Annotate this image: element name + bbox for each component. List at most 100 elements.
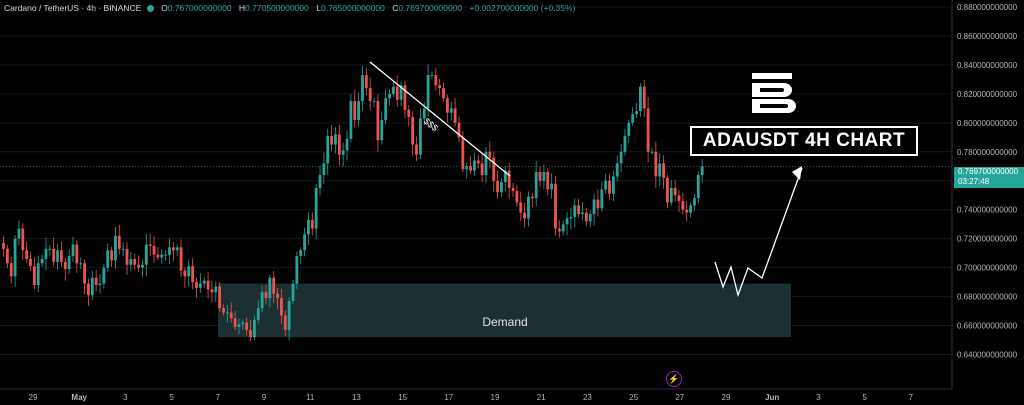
- candle-body: [662, 163, 665, 178]
- candle-body: [669, 188, 673, 203]
- time-tick-label: 5: [862, 393, 867, 402]
- candle-body: [465, 166, 469, 170]
- time-tick-label: 29: [29, 393, 38, 402]
- time-tick-label: 17: [444, 393, 453, 402]
- candle-body: [615, 163, 619, 177]
- candle-body: [337, 134, 341, 155]
- candle-body: [40, 258, 44, 264]
- candle-body: [299, 250, 303, 257]
- candle-body: [492, 157, 496, 181]
- candle-body: [249, 329, 252, 338]
- candle-body: [584, 212, 588, 222]
- candle-body: [473, 160, 476, 171]
- candle-body: [449, 108, 453, 113]
- candle-body: [187, 266, 191, 277]
- candle-body: [550, 183, 554, 190]
- candle-body: [295, 256, 299, 284]
- candle-body: [56, 250, 59, 262]
- candle-body: [573, 205, 577, 217]
- candle-body: [245, 322, 249, 330]
- candle-body: [272, 277, 276, 294]
- time-tick-label: 13: [352, 393, 361, 402]
- candle-body: [422, 108, 426, 119]
- candle-body: [600, 189, 604, 209]
- candle-body: [125, 248, 129, 265]
- candle-body: [407, 109, 411, 118]
- candle-body: [303, 234, 306, 251]
- price-tick-label: 0.720000000000: [957, 235, 1018, 244]
- candle-body: [542, 172, 546, 181]
- open-value: 0.767000000000: [167, 3, 232, 13]
- candle-body: [179, 247, 183, 271]
- candle-body: [527, 196, 530, 219]
- candle-body: [25, 250, 29, 259]
- candle-body: [202, 280, 206, 284]
- price-tick-label: 0.680000000000: [957, 293, 1018, 302]
- candle-body: [384, 98, 388, 120]
- candle-body: [650, 151, 654, 153]
- candle-body: [102, 267, 106, 284]
- low-value: 0.765000000000: [320, 3, 385, 13]
- candle-body: [330, 135, 333, 145]
- candle-body: [32, 266, 36, 286]
- candle-body: [129, 258, 133, 265]
- candle-body: [523, 212, 526, 219]
- candle-body: [71, 244, 75, 257]
- candle-body: [538, 172, 542, 181]
- candle-body: [361, 75, 364, 102]
- candle-body: [67, 256, 71, 270]
- candle-body: [229, 312, 233, 319]
- bar-countdown: 03:27:48: [958, 177, 990, 186]
- candle-body: [376, 101, 380, 141]
- candle-body: [214, 286, 218, 293]
- high-value: 0.770500000000: [245, 3, 309, 13]
- candle-body: [565, 218, 569, 225]
- last-price-badge: 0.769700000000 03:27:48: [954, 167, 1024, 188]
- time-tick-label: 21: [537, 393, 546, 402]
- chart-grid: [0, 6, 952, 356]
- time-tick-label: 29: [722, 393, 731, 402]
- candle-body: [635, 111, 638, 115]
- candle-body: [677, 195, 681, 202]
- candle-body: [164, 254, 168, 256]
- high-label: H: [238, 3, 246, 13]
- candle-body: [368, 88, 372, 102]
- candle-body: [276, 293, 279, 299]
- time-tick-label: 3: [816, 393, 821, 402]
- candle-body: [349, 101, 353, 139]
- candle-body: [106, 250, 110, 268]
- candle-body: [488, 151, 492, 158]
- candle-body: [654, 151, 658, 177]
- candle-body: [225, 312, 229, 314]
- candle-body: [700, 166, 704, 175]
- candle-body: [693, 198, 696, 206]
- candle-body: [237, 324, 241, 328]
- time-tick-label: 23: [583, 393, 592, 402]
- open-label: O: [161, 3, 168, 13]
- time-tick-label: Jun: [765, 393, 779, 402]
- time-axis[interactable]: 29 May 3 5 7 9 11 13 15 17 19 21 23 25 27 29 Jun 3 5 7: [29, 393, 914, 402]
- candle-body: [681, 201, 685, 210]
- candle-body: [353, 101, 357, 120]
- candle-body: [364, 75, 368, 89]
- candle-body: [280, 298, 283, 316]
- price-tick-label: 0.640000000000: [957, 351, 1018, 360]
- candle-body: [388, 93, 391, 99]
- candle-body: [314, 188, 318, 229]
- flash-event-icon[interactable]: ⚡: [666, 371, 682, 387]
- candle-body: [480, 163, 484, 175]
- candle-body: [110, 250, 113, 261]
- candle-body: [639, 86, 642, 112]
- candle-body: [596, 199, 600, 209]
- time-tick-label: 5: [169, 393, 174, 402]
- candle-body: [507, 170, 511, 188]
- candle-body: [183, 270, 187, 277]
- candle-body: [98, 283, 102, 286]
- candle-body: [291, 283, 295, 301]
- candle-body: [195, 282, 198, 288]
- symbol-label[interactable]: Cardano / TetherUS · 4h · BINANCE: [4, 3, 142, 13]
- candle-body: [619, 151, 623, 164]
- candle-body: [218, 286, 222, 309]
- liquidity-trendline: [369, 61, 511, 177]
